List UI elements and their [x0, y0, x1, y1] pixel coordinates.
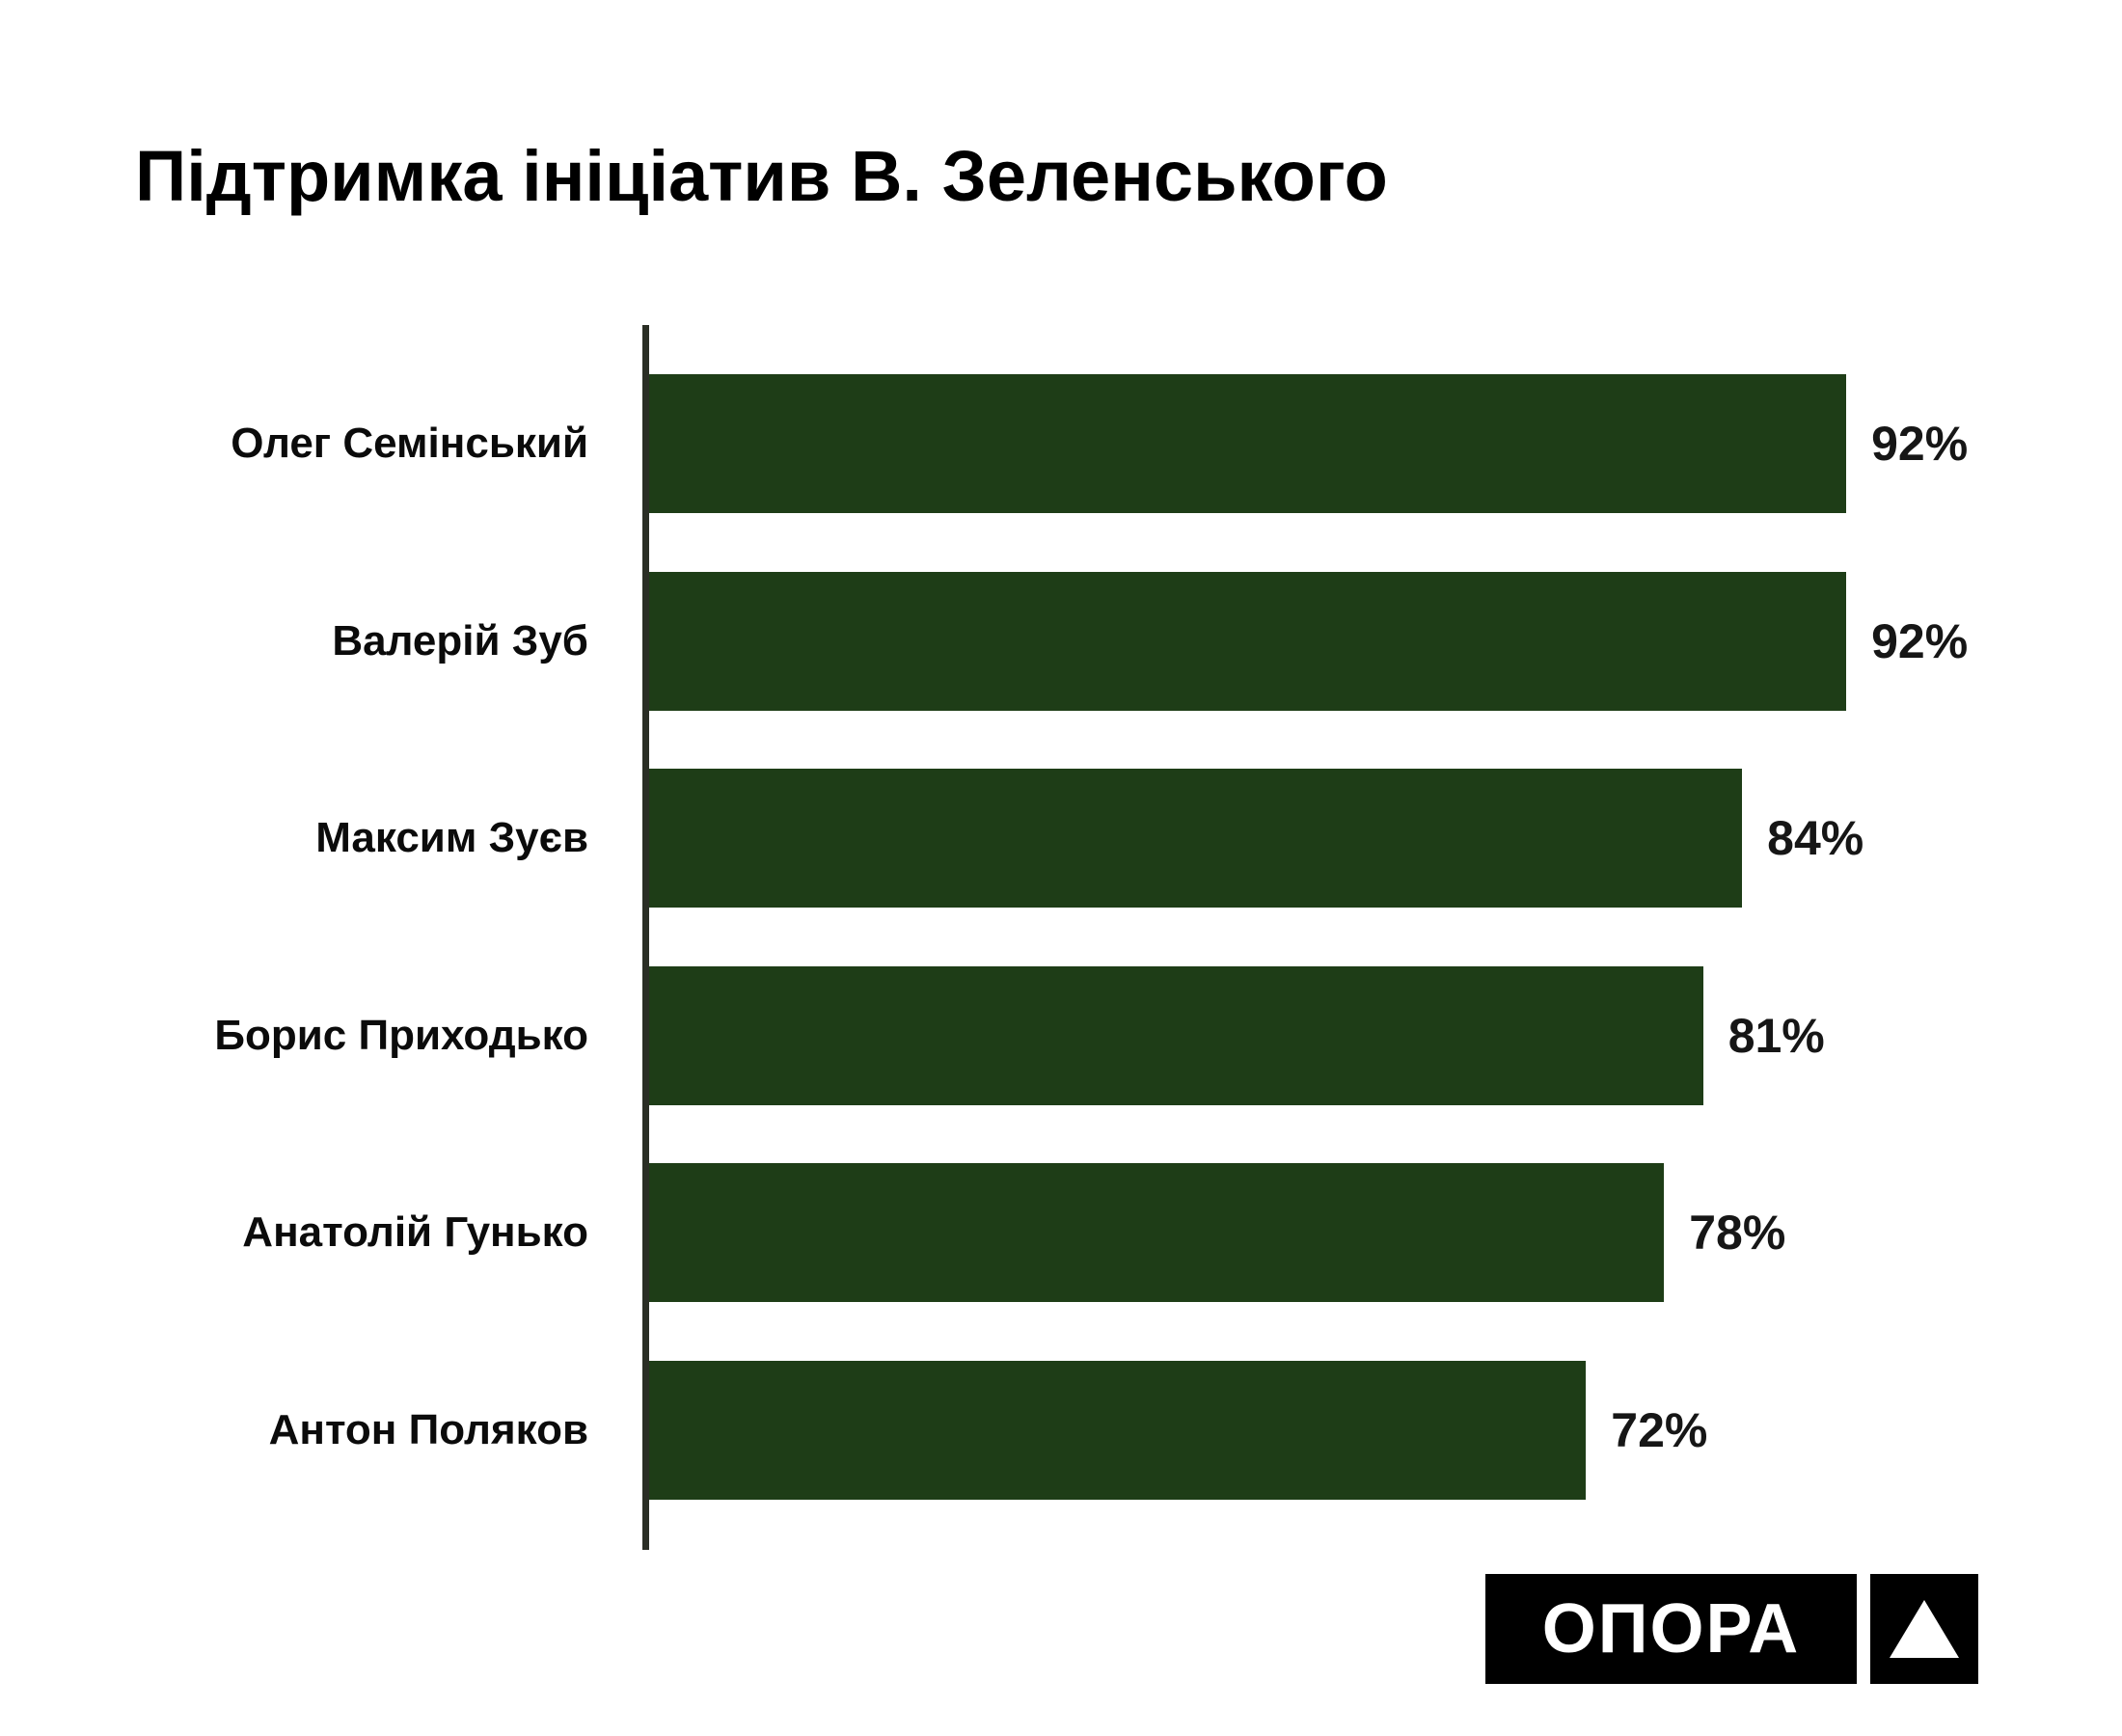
bar-row: Олег Семінський 92% — [135, 374, 2026, 513]
bar — [649, 1361, 1587, 1500]
bar-track: 78% — [649, 1163, 2026, 1303]
bar — [649, 374, 1847, 513]
opora-logo: ОПОРА — [1485, 1574, 1978, 1684]
bar-row: Борис Приходько 81% — [135, 965, 2026, 1105]
category-label: Борис Приходько — [214, 1011, 588, 1059]
bar-row: Максим Зуєв 84% — [135, 769, 2026, 909]
bar-row: Валерій Зуб 92% — [135, 571, 2026, 711]
value-label: 84% — [1767, 811, 1864, 866]
bar-track: 92% — [649, 571, 2026, 711]
bar — [649, 571, 1847, 711]
category-label: Валерій Зуб — [332, 616, 588, 665]
bar-track: 81% — [649, 965, 2026, 1105]
opora-logo-mark — [1870, 1574, 1978, 1684]
bar-chart: Олег Семінський 92% Валерій Зуб 92% Максим З… — [135, 325, 2026, 1550]
value-label: 72% — [1611, 1403, 1708, 1457]
value-label: 92% — [1871, 417, 1969, 471]
bar — [649, 965, 1703, 1105]
bar-track: 84% — [649, 769, 2026, 909]
opora-logo-wordmark: ОПОРА — [1485, 1574, 1857, 1684]
value-label: 92% — [1871, 613, 1969, 668]
bar-track: 92% — [649, 374, 2026, 513]
bar-row: Анатолій Гунько 78% — [135, 1163, 2026, 1303]
bar-row: Антон Поляков 72% — [135, 1361, 2026, 1500]
category-label: Олег Семінський — [231, 420, 588, 467]
chart-title: Підтримка ініціатив В. Зеленського — [135, 136, 1388, 216]
value-label: 78% — [1689, 1206, 1786, 1261]
category-label: Максим Зуєв — [315, 814, 588, 862]
category-label: Анатолій Гунько — [242, 1208, 588, 1257]
bar — [649, 1163, 1665, 1303]
bar — [649, 769, 1743, 909]
category-label: Антон Поляков — [268, 1406, 588, 1453]
bar-track: 72% — [649, 1361, 2026, 1500]
value-label: 81% — [1728, 1008, 1825, 1063]
triangle-up-icon — [1890, 1600, 1959, 1658]
y-axis-line — [642, 325, 649, 1550]
